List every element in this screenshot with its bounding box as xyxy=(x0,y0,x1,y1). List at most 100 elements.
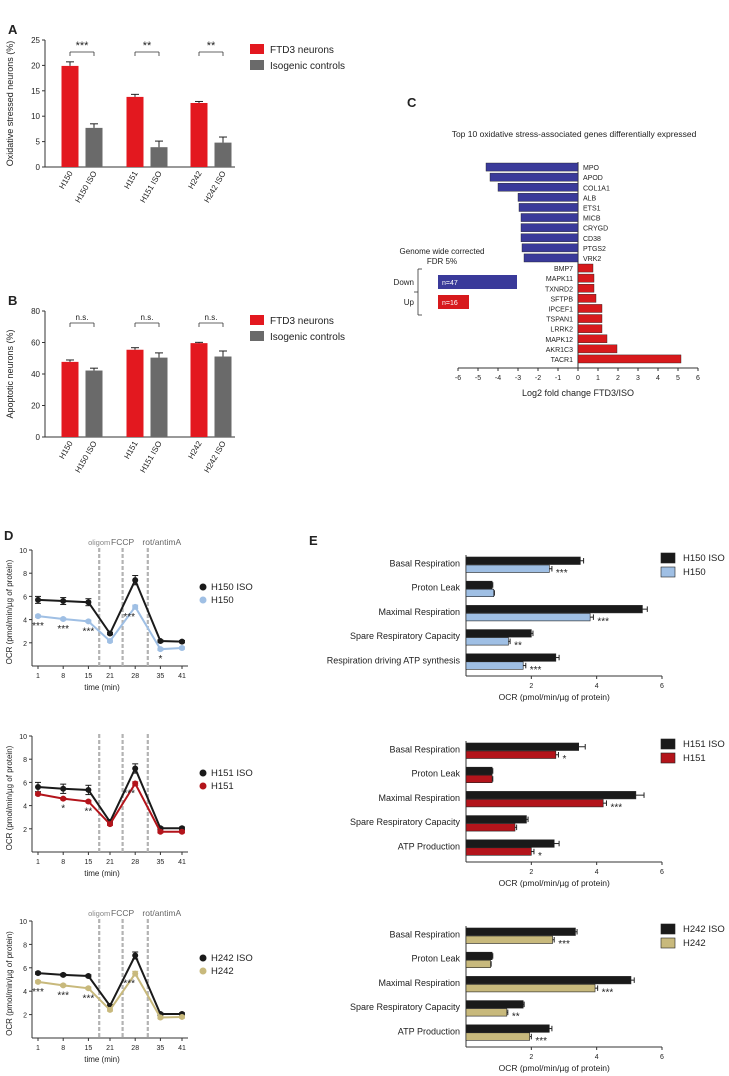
x-tick-label: 3 xyxy=(636,375,640,382)
data-point xyxy=(60,785,67,792)
category-label: Spare Respiratory Capacity xyxy=(350,817,461,827)
chart-title: Top 10 oxidative stress-associated genes… xyxy=(452,129,697,139)
x-tick-label: 41 xyxy=(178,673,186,680)
gene-bar xyxy=(518,203,579,212)
gene-bar xyxy=(577,324,603,333)
y-axis-label: OCR (pmol/min/µg of protein) xyxy=(5,931,14,1036)
legend-marker xyxy=(199,782,207,790)
x-tick-label: 6 xyxy=(660,869,664,876)
data-point xyxy=(35,784,41,791)
significance-label: *** xyxy=(76,40,90,52)
x-tick-label: H151 ISO xyxy=(138,170,163,205)
legend-label: H242 xyxy=(683,938,706,949)
significance-star: * xyxy=(562,754,566,765)
gene-bar xyxy=(521,243,579,253)
significance-label: n.s. xyxy=(76,313,89,322)
significance-label: ** xyxy=(143,40,152,52)
y-tick-label: 10 xyxy=(19,919,27,926)
bar xyxy=(465,742,579,751)
legend-marker xyxy=(199,967,207,975)
significance-star: *** xyxy=(530,665,542,676)
gene-label: LRRK2 xyxy=(550,327,573,334)
up-count-bar xyxy=(438,295,469,309)
x-tick-label: H150 xyxy=(57,169,75,191)
bar xyxy=(465,847,532,856)
y-tick-label: 20 xyxy=(31,402,40,411)
x-tick-label: 21 xyxy=(106,859,114,866)
significance-star: *** xyxy=(535,1036,547,1047)
data-point xyxy=(85,618,92,625)
x-tick-label: 15 xyxy=(85,1045,93,1052)
gene-bar xyxy=(520,223,579,232)
data-point xyxy=(60,971,67,978)
significance-star: * xyxy=(61,804,65,815)
gene-label: APOD xyxy=(583,175,603,182)
data-point xyxy=(132,603,139,610)
panel-label-1: B xyxy=(8,293,17,308)
gene-label: MPO xyxy=(583,165,600,172)
y-tick-label: 6 xyxy=(23,780,27,787)
data-point xyxy=(85,985,92,992)
y-tick-label: 4 xyxy=(23,618,27,625)
x-tick-label: H151 xyxy=(122,169,140,191)
significance-star: *** xyxy=(123,979,135,990)
category-label: ATP Production xyxy=(398,841,460,851)
significance-label: n.s. xyxy=(205,313,218,322)
y-tick-label: 60 xyxy=(31,339,40,348)
x-tick-label: 41 xyxy=(178,859,186,866)
data-point xyxy=(157,638,164,645)
injection-label: rot/antimA xyxy=(142,908,181,918)
y-tick-label: 8 xyxy=(23,942,27,949)
x-tick-label: 1 xyxy=(596,375,600,382)
bar xyxy=(465,1008,508,1017)
x-axis-label: OCR (pmol/min/µg of protein) xyxy=(499,1063,610,1073)
gene-bar xyxy=(497,182,579,192)
bar xyxy=(150,147,168,167)
data-point xyxy=(85,599,92,606)
bar xyxy=(85,127,103,167)
x-tick-label: 35 xyxy=(157,859,165,866)
x-tick-label: 4 xyxy=(595,1054,599,1061)
bar xyxy=(465,766,493,776)
x-tick-label: 15 xyxy=(85,673,93,680)
injection-label: oligom xyxy=(88,909,110,918)
data-point xyxy=(60,795,67,802)
bar xyxy=(465,556,581,565)
bar xyxy=(465,815,527,824)
x-tick-label: 35 xyxy=(157,673,165,680)
significance-label: n.s. xyxy=(141,313,154,322)
gene-bar xyxy=(577,273,595,283)
significance-star: *** xyxy=(558,939,570,950)
data-point xyxy=(157,1014,164,1021)
legend-marker xyxy=(199,596,207,604)
category-label: Maximal Respiration xyxy=(378,607,460,617)
x-tick-label: 1 xyxy=(36,1045,40,1052)
significance-star: *** xyxy=(32,987,44,998)
y-tick-label: 10 xyxy=(31,112,40,121)
gene-bar xyxy=(489,172,579,182)
legend-swatch xyxy=(660,566,676,578)
category-label: Proton Leak xyxy=(411,954,460,964)
gene-bar xyxy=(485,162,579,172)
bar xyxy=(465,629,532,638)
data-point xyxy=(132,765,139,772)
category-label: ATP Production xyxy=(398,1026,460,1036)
gene-label: TACR1 xyxy=(551,357,574,364)
significance-star: *** xyxy=(123,789,135,800)
legend-label: H242 ISO xyxy=(683,924,725,935)
legend-marker xyxy=(199,583,207,591)
x-tick-label: -6 xyxy=(455,375,461,382)
gene-bar xyxy=(523,253,579,263)
x-tick-label: H150 ISO xyxy=(73,440,98,475)
legend-label: H151 xyxy=(211,781,234,792)
y-tick-label: 8 xyxy=(23,757,27,764)
legend-swatch xyxy=(250,315,264,325)
x-tick-label: -5 xyxy=(475,375,481,382)
legend-marker xyxy=(199,954,207,962)
x-tick-label: 4 xyxy=(595,683,599,690)
y-tick-label: 4 xyxy=(23,989,27,996)
bar xyxy=(465,976,632,985)
data-point xyxy=(60,616,67,623)
y-tick-label: 20 xyxy=(31,61,40,70)
bar xyxy=(190,343,208,437)
